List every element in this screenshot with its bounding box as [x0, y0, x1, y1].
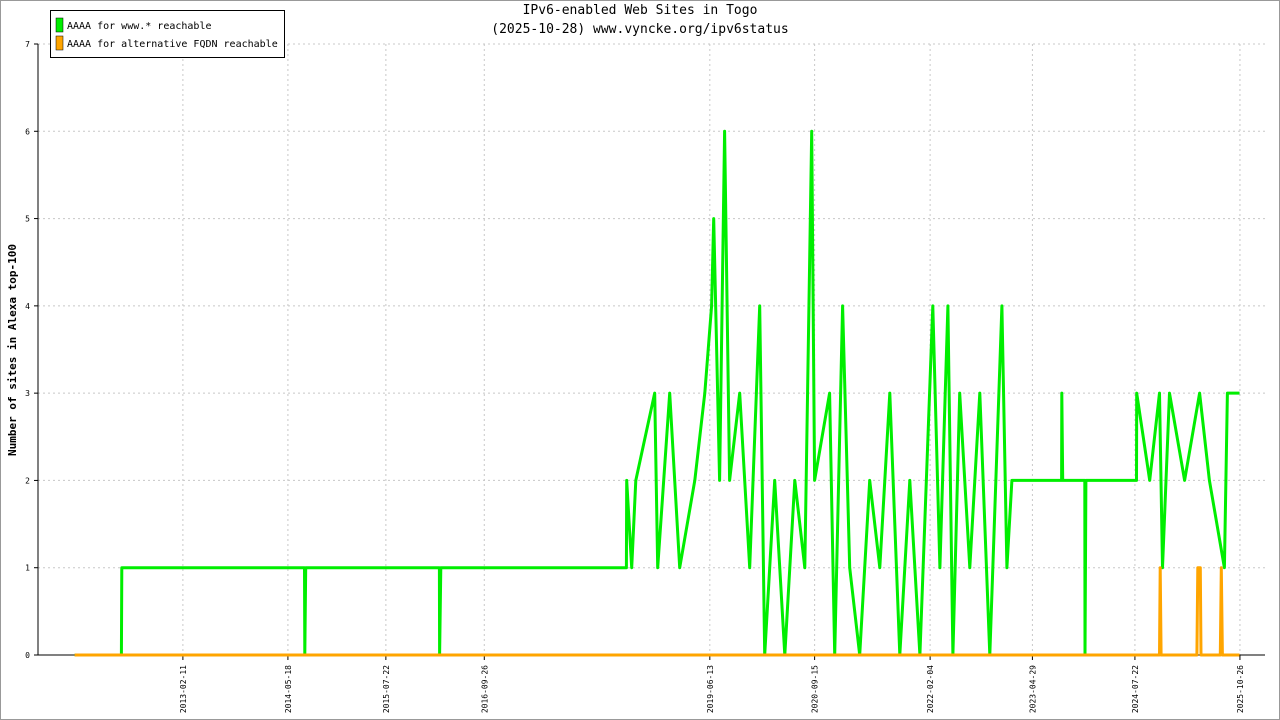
- y-tick-label: 4: [25, 302, 30, 311]
- legend-swatch: [55, 35, 64, 51]
- y-tick-label: 2: [25, 476, 30, 485]
- legend-box: [50, 10, 285, 58]
- y-tick-label: 7: [25, 40, 30, 49]
- x-tick-label: 2013-02-11: [179, 665, 188, 713]
- data-line: [74, 129, 1240, 657]
- x-tick-label: 2023-04-29: [1028, 665, 1037, 713]
- y-tick-label: 3: [25, 389, 30, 398]
- y-tick-label: 6: [25, 127, 30, 136]
- legend-label: AAAA for www.* reachable: [67, 21, 212, 32]
- data-line: [74, 566, 1240, 657]
- x-tick-label: 2014-05-18: [284, 665, 293, 713]
- chart-subtitle: (2025-10-28) www.vyncke.org/ipv6status: [491, 22, 788, 37]
- x-tick-label: 2019-06-13: [706, 665, 715, 713]
- x-tick-label: 2020-09-15: [811, 665, 820, 713]
- x-tick-label: 2024-07-22: [1131, 665, 1140, 713]
- x-tick-label: 2022-02-04: [926, 665, 935, 713]
- y-tick-label: 1: [25, 564, 30, 573]
- y-tick-label: 5: [25, 215, 30, 224]
- legend-label: AAAA for alternative FQDN reachable: [67, 39, 278, 50]
- chart-title: IPv6-enabled Web Sites in Togo: [523, 3, 758, 18]
- x-tick-label: 2015-07-22: [382, 665, 391, 713]
- y-axis-label: Number of sites in Alexa top-100: [6, 244, 19, 456]
- legend-swatch: [55, 17, 64, 33]
- x-tick-label: 2025-10-26: [1236, 665, 1245, 713]
- y-tick-label: 0: [25, 651, 30, 660]
- x-tick-label: 2016-09-26: [480, 665, 489, 713]
